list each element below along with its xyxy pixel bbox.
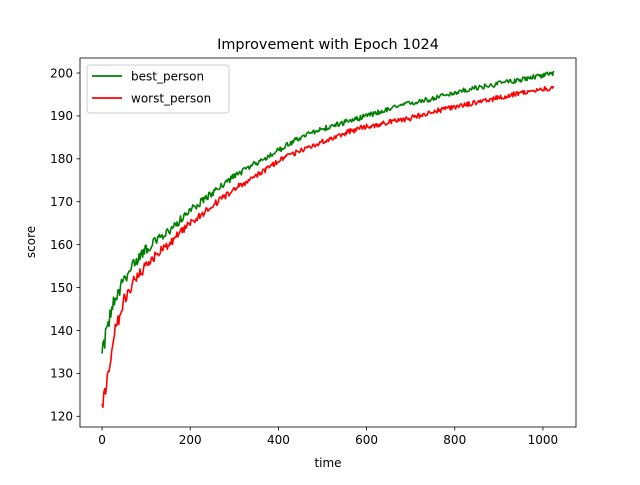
y-tick-label: 160	[50, 238, 73, 252]
x-tick-label: 400	[267, 433, 290, 447]
y-tick-label: 140	[50, 324, 73, 338]
y-axis: 120 130 140 150 160 170 180 190 200	[50, 66, 80, 424]
series-line-best-person	[101, 70, 555, 354]
axes-frame	[79, 57, 577, 428]
x-tick-label: 200	[179, 433, 202, 447]
legend-box	[86, 64, 230, 114]
y-tick-label: 120	[50, 410, 73, 424]
x-tick-label: 600	[355, 433, 378, 447]
series-line-worst-person	[101, 85, 555, 408]
x-axis-label: time	[314, 456, 341, 470]
x-tick-label: 800	[443, 433, 466, 447]
legend-label-worst-person: worst_person	[131, 92, 211, 106]
plot-area	[79, 57, 577, 428]
y-tick-label: 190	[50, 109, 73, 123]
y-tick-label: 200	[50, 66, 73, 80]
y-tick-label: 130	[50, 367, 73, 381]
chart-title: Improvement with Epoch 1024	[217, 37, 439, 53]
x-tick-label: 1000	[528, 433, 559, 447]
y-tick-label: 170	[50, 195, 73, 209]
y-tick-label: 150	[50, 281, 73, 295]
legend-label-best-person: best_person	[131, 70, 204, 84]
y-tick-label: 180	[50, 152, 73, 166]
x-axis: 0 200 400 600 800 1000	[98, 427, 558, 447]
y-axis-label: score	[24, 226, 38, 258]
x-tick-label: 0	[98, 433, 106, 447]
series-layer	[101, 70, 555, 408]
legend: best_person worst_person	[86, 64, 230, 114]
